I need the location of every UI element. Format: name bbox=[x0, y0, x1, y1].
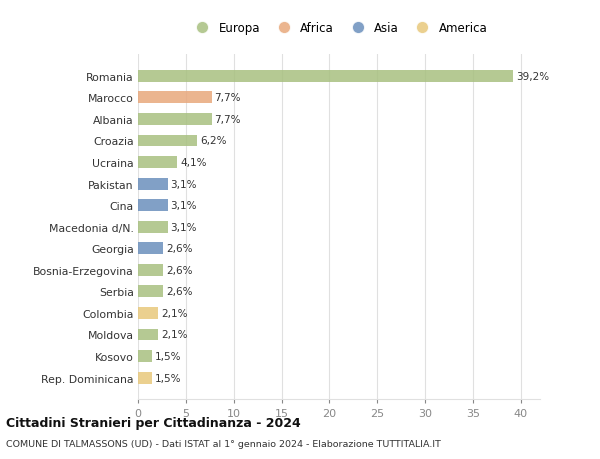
Bar bbox=[138, 243, 163, 255]
Bar bbox=[138, 329, 158, 341]
Bar bbox=[138, 221, 167, 233]
Text: 2,6%: 2,6% bbox=[166, 244, 192, 254]
Bar bbox=[138, 350, 152, 362]
Text: 1,5%: 1,5% bbox=[155, 351, 182, 361]
Text: 3,1%: 3,1% bbox=[170, 222, 197, 232]
Bar bbox=[138, 178, 167, 190]
Bar bbox=[138, 200, 167, 212]
Text: 6,2%: 6,2% bbox=[200, 136, 227, 146]
Text: 3,1%: 3,1% bbox=[170, 179, 197, 189]
Bar bbox=[138, 286, 163, 297]
Legend: Europa, Africa, Asia, America: Europa, Africa, Asia, America bbox=[188, 20, 490, 37]
Text: 7,7%: 7,7% bbox=[215, 93, 241, 103]
Bar bbox=[138, 264, 163, 276]
Text: Cittadini Stranieri per Cittadinanza - 2024: Cittadini Stranieri per Cittadinanza - 2… bbox=[6, 416, 301, 429]
Text: 2,6%: 2,6% bbox=[166, 287, 192, 297]
Text: 7,7%: 7,7% bbox=[215, 115, 241, 125]
Text: 39,2%: 39,2% bbox=[516, 72, 549, 82]
Bar bbox=[138, 157, 177, 168]
Bar bbox=[138, 135, 197, 147]
Text: COMUNE DI TALMASSONS (UD) - Dati ISTAT al 1° gennaio 2024 - Elaborazione TUTTITA: COMUNE DI TALMASSONS (UD) - Dati ISTAT a… bbox=[6, 439, 441, 448]
Bar bbox=[138, 114, 212, 126]
Text: 3,1%: 3,1% bbox=[170, 201, 197, 211]
Text: 4,1%: 4,1% bbox=[180, 158, 206, 168]
Bar bbox=[138, 372, 152, 384]
Text: 2,1%: 2,1% bbox=[161, 330, 187, 340]
Bar bbox=[138, 92, 212, 104]
Bar bbox=[138, 71, 513, 83]
Bar bbox=[138, 308, 158, 319]
Text: 2,1%: 2,1% bbox=[161, 308, 187, 318]
Text: 2,6%: 2,6% bbox=[166, 265, 192, 275]
Text: 1,5%: 1,5% bbox=[155, 373, 182, 383]
